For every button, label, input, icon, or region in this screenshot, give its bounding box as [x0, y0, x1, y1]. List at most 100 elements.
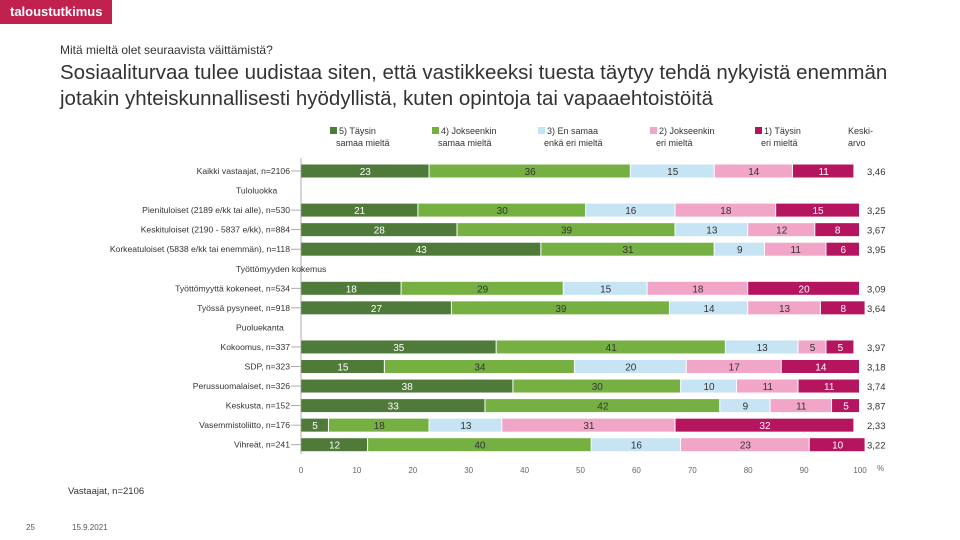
bar-segment-s3	[675, 223, 748, 237]
data-label: 11	[796, 402, 807, 413]
x-tick-label: 20	[408, 466, 417, 475]
mean-value: 3,64	[867, 304, 886, 315]
data-label: 18	[720, 206, 732, 217]
x-tick-label: 70	[688, 466, 697, 475]
bar-segment-s3	[591, 438, 681, 452]
data-label: 13	[460, 421, 472, 432]
row-label: Työttömyyttä kokeneet, n=534	[175, 283, 290, 293]
bar-segment-s2	[681, 438, 809, 452]
bar-segment-s4	[384, 360, 574, 373]
bar-segment-s5	[301, 203, 418, 217]
chart-title: Sosiaaliturvaa tulee uudistaa siten, ett…	[60, 61, 888, 110]
bar-segment-s1	[748, 281, 859, 295]
bar-segment-s3	[681, 379, 737, 393]
bar-segment-s4	[418, 203, 586, 217]
x-tick-label: 40	[520, 466, 529, 475]
legend-swatch-3	[538, 127, 545, 134]
data-label: 18	[692, 284, 704, 295]
data-label: 31	[622, 245, 634, 256]
data-label: 5	[838, 343, 844, 354]
row-label: Vihreät, n=241	[234, 440, 290, 450]
legend-label-4: 2) Jokseenkin eri mieltä	[656, 126, 715, 148]
bar-segment-s4	[451, 301, 669, 315]
data-label: 31	[583, 421, 595, 432]
bar-segment-s1	[826, 242, 859, 256]
bar-segment-s2	[502, 418, 675, 432]
mean-value: 3,97	[867, 343, 886, 354]
data-label: 29	[477, 284, 489, 295]
data-label: 27	[371, 304, 383, 315]
group-label: Puoluekanta	[236, 322, 284, 332]
bar-segment-s4	[513, 379, 681, 393]
bar-segment-s4	[485, 399, 720, 413]
data-label: 17	[729, 363, 741, 374]
data-label: 28	[374, 226, 386, 237]
x-tick-label: 0	[299, 466, 304, 475]
data-label: 6	[840, 245, 846, 256]
data-label: 34	[474, 363, 486, 374]
bar-segment-s4	[457, 223, 675, 237]
bar-segment-s1	[792, 164, 854, 178]
bar-segment-s5	[301, 223, 457, 237]
data-label: 41	[606, 343, 618, 354]
data-label: 43	[416, 245, 428, 256]
bar-segment-s1	[815, 223, 859, 237]
data-label: 30	[497, 206, 509, 217]
bar-segment-s1	[798, 379, 859, 393]
data-label: 33	[388, 402, 400, 413]
bar-segment-s4	[328, 418, 429, 432]
row-label: Perussuomalaiset, n=326	[193, 381, 290, 391]
x-tick-label: 10	[352, 466, 361, 475]
data-label: 11	[791, 245, 802, 256]
data-label: 23	[360, 167, 372, 178]
data-label: 8	[835, 226, 841, 237]
data-label: 20	[799, 284, 811, 295]
brand-logo: taloustutkimus	[0, 0, 113, 24]
row-label: Kokoomus, n=337	[220, 342, 290, 352]
bar-segment-s2	[748, 301, 820, 315]
legend-swatch-1	[330, 127, 337, 134]
x-tick-label: 90	[800, 466, 809, 475]
data-label: 8	[840, 304, 846, 315]
report-date: 15.9.2021	[72, 523, 108, 532]
bar-segment-s3	[429, 418, 502, 432]
bar-segment-s1	[809, 438, 865, 452]
x-tick-label: 50	[576, 466, 585, 475]
data-label: 39	[555, 304, 567, 315]
mean-value: 3,67	[867, 226, 886, 237]
mean-value: 3,18	[867, 363, 886, 374]
data-label: 30	[592, 382, 604, 393]
group-label: Työttömyyden kokemus	[236, 264, 326, 274]
bar-segment-s1	[776, 203, 859, 217]
row-label: Pienituloiset (2189 e/kk tai alle), n=53…	[142, 205, 290, 215]
data-label: 9	[737, 245, 743, 256]
data-label: 9	[743, 402, 749, 413]
legend-swatch-4	[650, 127, 657, 134]
bar-segment-s4	[368, 438, 591, 452]
legend-label-2: 4) Jokseenkin samaa mieltä	[438, 126, 497, 148]
legend-swatch-5	[755, 127, 762, 134]
bar-segment-s2	[737, 379, 798, 393]
bar-segment-s2	[647, 281, 748, 295]
bar-segment-s3	[630, 164, 714, 178]
data-label: 5	[312, 421, 318, 432]
data-label: 13	[757, 343, 769, 354]
question-text: Mitä mieltä olet seuraavista väittämistä…	[60, 43, 273, 57]
data-label: 5	[843, 402, 849, 413]
data-label: 36	[525, 167, 537, 178]
data-label: 10	[704, 382, 716, 393]
bar-segment-s5	[301, 399, 485, 413]
data-label: 15	[813, 206, 825, 217]
bar-segment-s4	[541, 242, 714, 256]
x-tick-label: 30	[464, 466, 473, 475]
data-label: 21	[354, 206, 366, 217]
data-label: 16	[625, 206, 637, 217]
data-label: 18	[346, 284, 358, 295]
bar-segment-s5	[301, 360, 384, 373]
mean-value: 3,87	[867, 402, 886, 413]
bar-segment-s1	[826, 340, 854, 354]
mean-value: 3,09	[867, 284, 886, 295]
mean-value: 3,25	[867, 206, 886, 217]
data-label: 14	[704, 304, 716, 315]
data-label: 35	[393, 343, 405, 354]
